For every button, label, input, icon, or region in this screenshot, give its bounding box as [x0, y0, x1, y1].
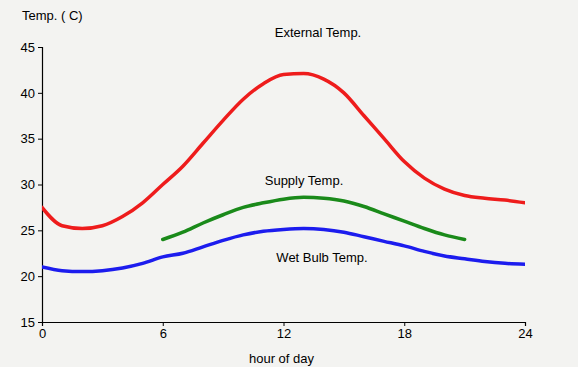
tick-label: 45	[21, 40, 35, 55]
tick: 24	[518, 322, 532, 341]
tick-label: 40	[21, 85, 35, 100]
tick-label: 20	[21, 269, 35, 284]
y-axis-title: Temp. ( C)	[22, 8, 83, 23]
x-axis: 0 6 12 18 24	[39, 322, 533, 341]
tick-label: 18	[398, 326, 412, 341]
y-axis: 15 20 25 30 35 40 45	[21, 40, 43, 330]
series-label: External Temp.	[275, 25, 361, 40]
tick: 25	[21, 223, 42, 238]
tick: 40	[21, 85, 42, 100]
axis-line	[38, 48, 43, 323]
tick: 15	[21, 315, 42, 330]
tick: 35	[21, 131, 42, 146]
tick: 20	[21, 269, 42, 284]
tick-label: 12	[277, 326, 291, 341]
tick-mark	[38, 47, 42, 48]
chart: 0 6 12 18 24 15 20 25 30 35 40 45 External Temp. Supp…	[0, 0, 578, 367]
tick: 18	[398, 322, 412, 341]
x-axis-title: hour of day	[249, 351, 315, 366]
tick: 12	[277, 322, 291, 341]
tick: 0	[39, 322, 46, 341]
tick-mark	[38, 230, 42, 231]
tick-mark	[38, 276, 42, 277]
series-label: Supply Temp.	[265, 173, 344, 188]
tick-label: 25	[21, 223, 35, 238]
tick-label: 15	[21, 315, 35, 330]
tick: 6	[160, 322, 167, 341]
tick: 45	[21, 40, 42, 55]
plot: 0 6 12 18 24 15 20 25 30 35 40 45 External Temp. Supp…	[21, 25, 533, 341]
series-label: Wet Bulb Temp.	[276, 250, 367, 265]
tick: 30	[21, 177, 42, 192]
tick-mark	[38, 93, 42, 94]
tick-label: 35	[21, 131, 35, 146]
tick-label: 6	[160, 326, 167, 341]
series-lines	[42, 74, 525, 272]
tick-label: 24	[518, 326, 532, 341]
series-line	[42, 74, 525, 229]
tick-mark	[38, 322, 42, 323]
series-line	[163, 197, 465, 239]
tick-mark	[38, 185, 42, 186]
tick-mark	[38, 139, 42, 140]
tick-label: 30	[21, 177, 35, 192]
tick-label: 0	[39, 326, 46, 341]
series-line	[42, 229, 525, 272]
